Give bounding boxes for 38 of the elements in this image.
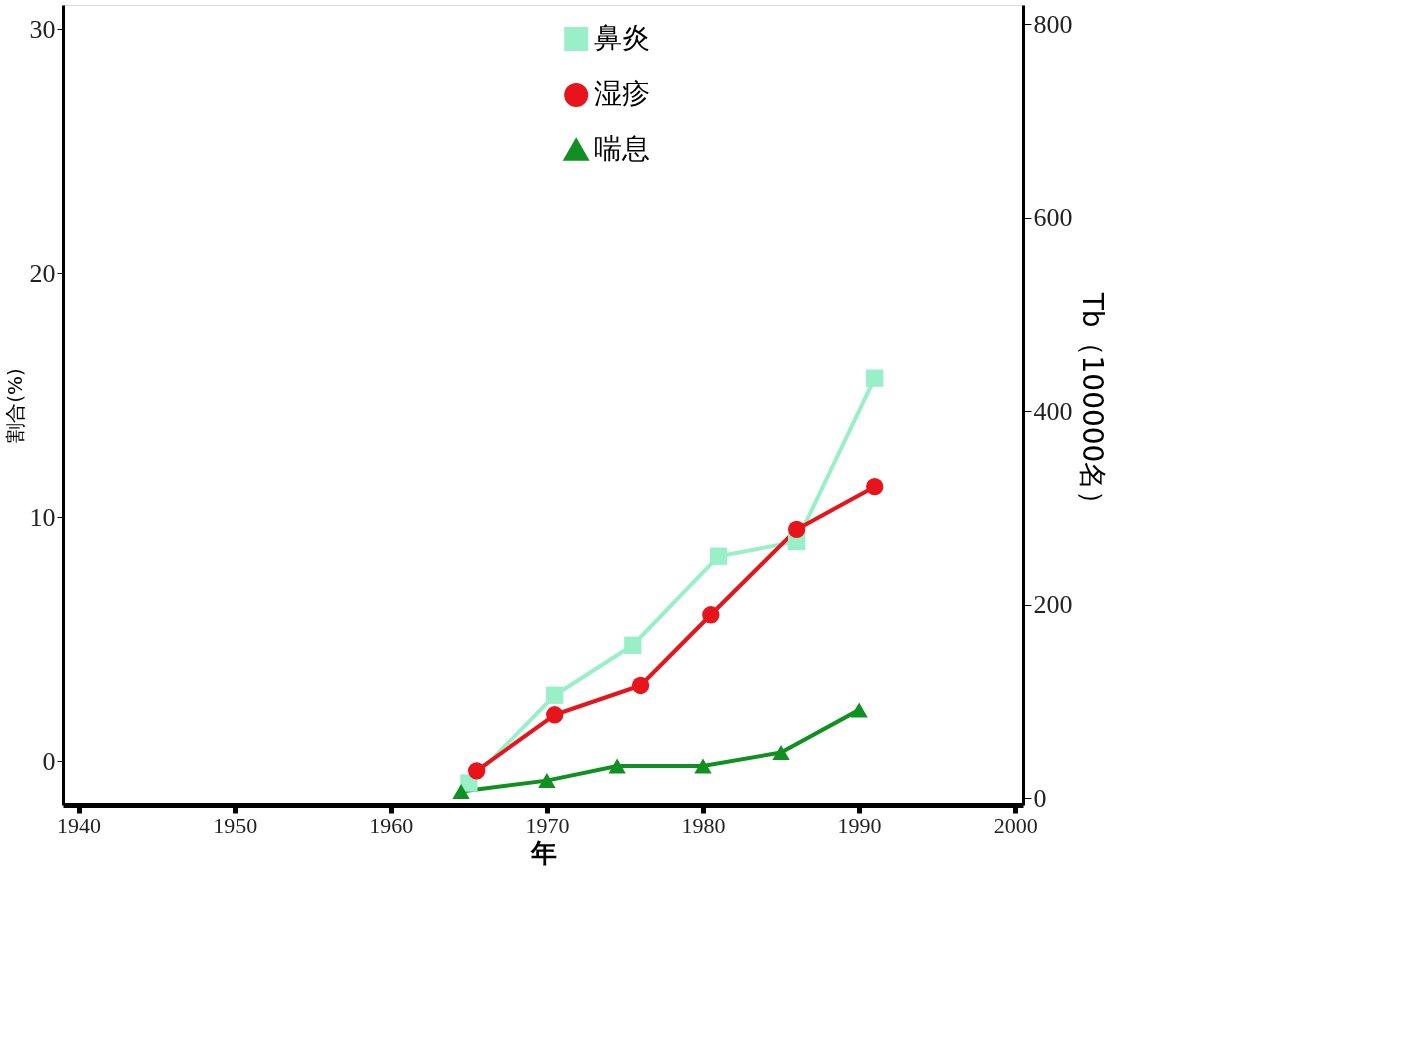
y2-tick-label: 600 [1033, 203, 1073, 233]
point [788, 520, 806, 539]
point [608, 758, 626, 774]
point [631, 676, 650, 695]
x-axis-title: 年 [529, 837, 557, 868]
point [702, 606, 720, 624]
legend-label: 喘息 [594, 132, 651, 165]
x-tick-label: 1960 [369, 812, 414, 838]
y-tick-label: 30 [29, 14, 56, 44]
point [538, 773, 556, 789]
y-axis-title: 割合(%) [2, 368, 27, 443]
y2-tick-label: 800 [1033, 9, 1073, 39]
point [546, 706, 564, 724]
x-tick-label: 1950 [213, 812, 258, 838]
y-tick-label: 10 [29, 502, 56, 532]
y2-axis-title: Tb（100000名） [1075, 291, 1109, 519]
legend-label: 湿疹 [594, 77, 651, 110]
x-tick-label: 1970 [525, 812, 570, 838]
point [772, 745, 790, 761]
legend-label: 鼻炎 [594, 21, 651, 54]
point [624, 636, 642, 654]
point [452, 784, 470, 800]
x-tick-label: 2000 [993, 812, 1038, 838]
point [546, 686, 564, 704]
y2-tick-label: 200 [1033, 590, 1073, 620]
point [866, 478, 884, 496]
x-tick-label: 1940 [57, 812, 102, 838]
point [694, 758, 712, 774]
point [850, 702, 868, 718]
y2-tick-label: 0 [1033, 783, 1047, 813]
x-tick-label: 1990 [837, 812, 882, 838]
x-tick-label: 1980 [681, 812, 726, 838]
point [709, 547, 728, 565]
y2-tick-label: 400 [1033, 396, 1073, 426]
point [468, 762, 486, 780]
point [866, 369, 884, 387]
y-tick-label: 20 [29, 258, 56, 288]
y-tick-label: 0 [42, 746, 56, 776]
